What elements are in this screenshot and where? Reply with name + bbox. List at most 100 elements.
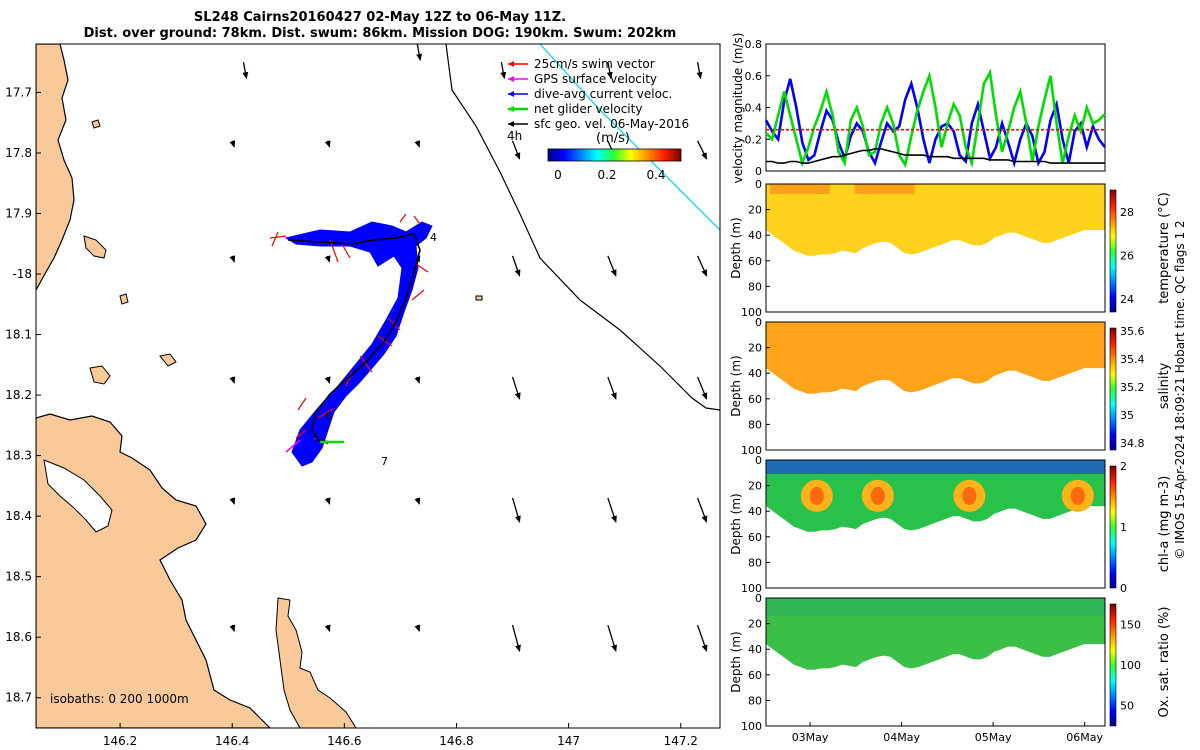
velocity-y-tick-label: 0.2 bbox=[745, 133, 763, 146]
colorbar-tick-label: 34.8 bbox=[1120, 437, 1145, 450]
geo-velocity-arrow bbox=[511, 376, 521, 400]
map-y-tick-label: 18.5 bbox=[5, 570, 32, 584]
section-panel: 0 20 40 60 80 100 Depth (m) 0 1 2 chl-a (mg m-3) bbox=[729, 454, 1172, 595]
map-y-tick-label: 17.9 bbox=[5, 206, 32, 220]
legend-arrowhead bbox=[508, 121, 514, 127]
colorbar-tick: 0 bbox=[554, 168, 562, 182]
colorbar-tick-label: 35.6 bbox=[1120, 325, 1145, 338]
geo-velocity-arrow bbox=[229, 376, 236, 384]
speed-colorbar bbox=[547, 148, 682, 162]
map-y-tick-label: 18.2 bbox=[5, 388, 32, 402]
map-x-tick-label: 147 bbox=[557, 734, 580, 748]
map-y-ticks: 17.7 17.8 17.9 -18 18.1 18.2 18.3 18.4 18.5 18.6 1… bbox=[5, 85, 41, 705]
geo-velocity-arrow bbox=[511, 140, 521, 160]
colorbar-label: salinity bbox=[1157, 362, 1172, 409]
time-tick-label: 03May bbox=[792, 731, 829, 744]
velocity-y-tick-label: 0.4 bbox=[745, 102, 763, 115]
geo-velocity-arrow bbox=[606, 62, 613, 80]
velocity-y-tick-label: 0 bbox=[755, 165, 762, 178]
legend-label: 25cm/s swim vector bbox=[534, 57, 655, 71]
depth-tick-label: 80 bbox=[748, 280, 762, 293]
depth-tick-label: 40 bbox=[748, 367, 762, 380]
legend-arrowhead bbox=[508, 61, 514, 67]
colorbar-tick-label: 2 bbox=[1120, 460, 1127, 473]
depth-axis-label: Depth (m) bbox=[729, 493, 743, 554]
legend-label: GPS surface velocity bbox=[534, 72, 657, 86]
depth-tick-label: 100 bbox=[741, 444, 762, 457]
legend-arrowhead bbox=[508, 91, 514, 97]
map-y-tick-label: 17.8 bbox=[5, 146, 32, 160]
map-x-tick-label: 146.8 bbox=[439, 734, 473, 748]
depth-axis-label: Depth (m) bbox=[729, 217, 743, 278]
geo-velocity-arrow bbox=[511, 255, 521, 277]
geo-velocity-arrow bbox=[229, 497, 236, 505]
chart-title-line2: Dist. over ground: 78km. Dist. swum: 86k… bbox=[83, 26, 677, 41]
geo-velocity-arrow bbox=[414, 376, 421, 384]
colorbar-label: chl-a (mg m-3) bbox=[1157, 476, 1172, 573]
velocity-series-line bbox=[766, 148, 1105, 164]
geo-velocity-arrow bbox=[229, 255, 236, 263]
geo-velocity-arrow bbox=[414, 624, 421, 633]
geo-velocity-arrow bbox=[607, 255, 617, 277]
legend-label: sfc geo. vel. 06-May-2016 bbox=[534, 117, 689, 131]
mainland-coast bbox=[36, 44, 75, 292]
colorbar-tick-label: 35 bbox=[1120, 409, 1134, 422]
geo-velocity-arrow bbox=[229, 624, 236, 633]
geo-velocity-arrow bbox=[696, 62, 703, 80]
depth-tick-label: 60 bbox=[748, 255, 762, 268]
map-x-tick-label: 146.2 bbox=[103, 734, 137, 748]
colorbar-tick-label: 28 bbox=[1120, 206, 1134, 219]
geo-velocity-arrow bbox=[696, 497, 708, 523]
colorbar-title: (m/s) bbox=[596, 131, 630, 146]
geo-velocity-arrow bbox=[696, 376, 708, 400]
depth-tick-label: 40 bbox=[748, 229, 762, 242]
depth-tick-label: 0 bbox=[755, 592, 762, 605]
section-panel: 0 20 40 60 80 100 Depth (m) 50 100 150 Ox. sat. ra… bbox=[729, 592, 1172, 744]
day-label-6: 6 bbox=[325, 410, 332, 423]
depth-tick-label: 20 bbox=[748, 618, 762, 631]
geo-velocity-arrow bbox=[696, 624, 708, 653]
geo-velocity-arrow bbox=[696, 140, 708, 160]
depth-tick-label: 60 bbox=[748, 393, 762, 406]
isobath-cyan bbox=[539, 44, 720, 231]
geo-velocity-arrow bbox=[607, 497, 617, 523]
geo-velocity-arrow bbox=[607, 376, 617, 400]
section-colorbar bbox=[1109, 327, 1117, 451]
depth-tick-label: 100 bbox=[741, 582, 762, 595]
depth-tick-label: 20 bbox=[748, 342, 762, 355]
depth-tick-label: 60 bbox=[748, 531, 762, 544]
depth-tick-label: 20 bbox=[748, 204, 762, 217]
chl-max-core bbox=[809, 486, 824, 505]
depth-tick-label: 100 bbox=[741, 720, 762, 733]
map-x-tick-label: 146.6 bbox=[327, 734, 361, 748]
colorbar-tick-label: 35.4 bbox=[1120, 353, 1145, 366]
chl-max-core bbox=[1070, 486, 1085, 505]
geo-velocity-arrow bbox=[500, 62, 507, 80]
glider-track bbox=[269, 213, 433, 467]
velocity-series bbox=[764, 68, 1107, 169]
geo-velocity-arrow bbox=[511, 497, 521, 523]
island bbox=[83, 235, 107, 259]
velocity-y-label: velocity magnitude (m/s) bbox=[731, 33, 745, 184]
map-y-tick-label: 18.7 bbox=[5, 691, 32, 705]
depth-tick-label: 80 bbox=[748, 556, 762, 569]
legend-label: dive-avg current veloc. bbox=[534, 87, 672, 101]
section-fill bbox=[766, 184, 1105, 256]
section-fill bbox=[766, 460, 1105, 532]
depth-axis-label: Depth (m) bbox=[729, 631, 743, 692]
colorbar-tick-label: 1 bbox=[1120, 521, 1127, 534]
colorbar-tick: 0.4 bbox=[646, 168, 665, 182]
section-panel: 0 20 40 60 80 100 Depth (m) 34.8 35 35.2 35.4 35.6 s… bbox=[729, 316, 1172, 457]
colorbar-tick-label: 150 bbox=[1120, 618, 1141, 631]
map-y-tick-label: 18.6 bbox=[5, 630, 32, 644]
warm-surface-patch bbox=[854, 184, 915, 194]
velocity-y-ticks: 0 0.2 0.4 0.6 0.8 bbox=[745, 38, 770, 178]
geo-velocity-arrow bbox=[242, 62, 249, 80]
colorbar-label: Ox. sat. ratio (%) bbox=[1157, 607, 1172, 718]
geo-velocity-arrow bbox=[607, 624, 617, 653]
depth-axis-label: Depth (m) bbox=[729, 355, 743, 416]
velocity-panel: 0 0.2 0.4 0.6 0.8 velocity magnitude (m/s) bbox=[731, 33, 1107, 184]
colorbar-tick: 0.2 bbox=[597, 168, 616, 182]
section-colorbar bbox=[1109, 603, 1117, 727]
chart-title-line1: SL248 Cairns20160427 02-May 12Z to 06-Ma… bbox=[193, 10, 567, 25]
